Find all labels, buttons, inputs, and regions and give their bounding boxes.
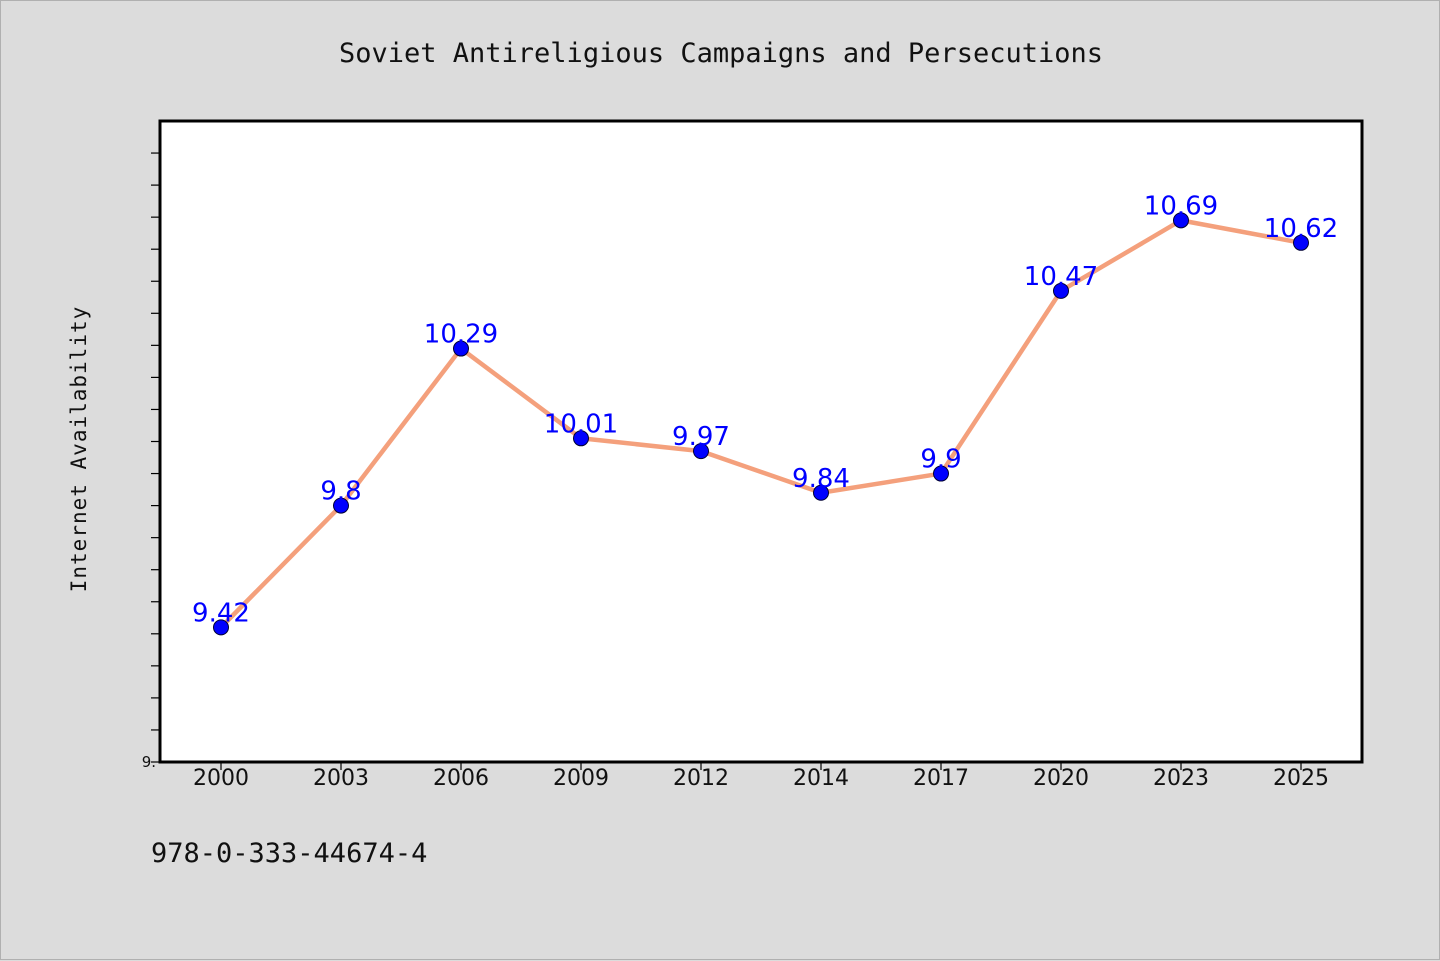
x-tick-label: 2006 <box>433 766 489 791</box>
footer-code: 978-0-333-44674-4 <box>151 838 427 869</box>
x-tick-label: 2009 <box>553 766 609 791</box>
data-point <box>813 484 829 501</box>
data-label: 9.97 <box>672 422 730 452</box>
x-tick-label: 2020 <box>1033 766 1089 791</box>
data-label: 10.29 <box>424 320 498 350</box>
data-point <box>1173 212 1189 229</box>
plot-area <box>158 119 1364 764</box>
series-line <box>219 218 1302 629</box>
y-axis-label: Internet Availability <box>67 306 91 593</box>
x-tick-label: 2017 <box>913 766 969 791</box>
data-point <box>333 497 349 514</box>
data-label: 10.47 <box>1024 262 1098 292</box>
y-axis: 9. <box>142 152 160 771</box>
x-tick-label: 2025 <box>1273 766 1329 791</box>
data-point <box>453 340 469 357</box>
x-tick-label: 2014 <box>793 766 849 791</box>
x-tick-label: 2012 <box>673 766 729 791</box>
x-tick-label: 2000 <box>193 766 249 791</box>
data-point <box>1053 282 1069 299</box>
data-label: 9.8 <box>320 477 361 507</box>
data-label: 9.9 <box>920 445 961 475</box>
x-tick-label: 2003 <box>313 766 369 791</box>
data-label: 9.84 <box>792 464 850 494</box>
y-tick-label: 9. <box>142 753 156 771</box>
series-layer: 9.42 9.8 10.29 10.01 9.97 9.84 9.9 10.47 10.69 10… <box>192 191 1338 636</box>
data-label: 10.62 <box>1264 214 1338 244</box>
data-point <box>573 430 589 447</box>
data-point <box>1293 234 1309 251</box>
x-tick-label: 2023 <box>1153 766 1209 791</box>
data-label: 10.69 <box>1144 191 1218 221</box>
data-point <box>213 619 229 636</box>
data-label: 10.01 <box>544 409 618 439</box>
data-point <box>933 465 949 482</box>
data-point <box>693 443 709 460</box>
chart-title: Soviet Antireligious Campaigns and Perse… <box>339 38 1103 69</box>
x-axis: 2000 2003 2006 2009 2012 2014 2017 2020 2023 2025 <box>193 762 1329 791</box>
data-label: 9.42 <box>192 598 250 628</box>
